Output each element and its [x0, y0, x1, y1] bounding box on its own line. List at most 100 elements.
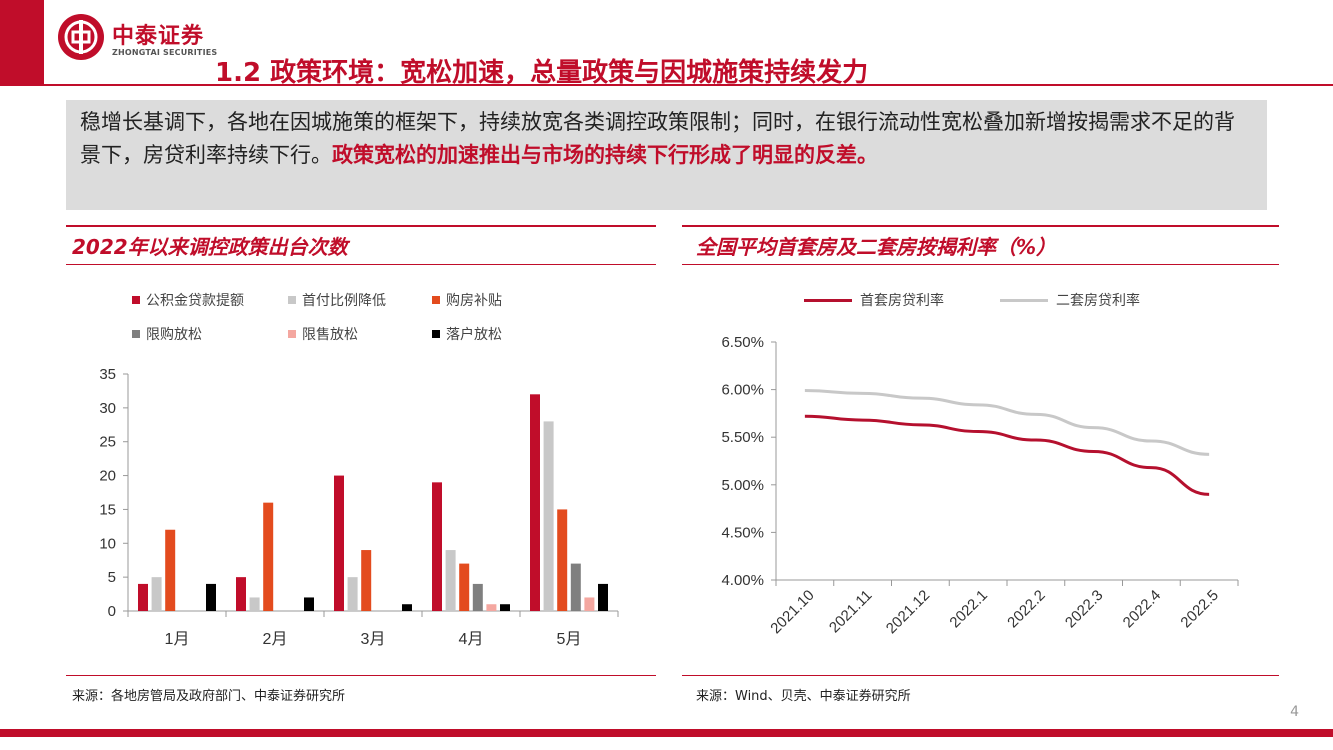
company-logo: 中泰证券 ZHONGTAI SECURITIES	[58, 14, 238, 62]
legend-item: 首付比例降低	[288, 290, 386, 310]
bar	[500, 604, 510, 611]
x-tick-label: 2月	[263, 631, 288, 648]
right-panel-title-rule	[682, 264, 1279, 265]
y-tick-label: 4.50%	[721, 524, 764, 541]
legend-label: 限购放松	[146, 327, 202, 343]
y-tick-label: 5	[108, 569, 116, 586]
legend-swatch	[288, 296, 296, 304]
bar	[165, 529, 176, 611]
x-tick-label: 1月	[165, 631, 190, 648]
summary-box: 稳增长基调下，各地在因城施策的框架下，持续放宽各类调控政策限制；同时，在银行流动…	[66, 100, 1267, 210]
x-tick-label: 2022.3	[1062, 587, 1106, 631]
legend-swatch	[1000, 298, 1048, 302]
summary-highlight: 政策宽松的加速推出与市场的持续下行形成了明显的反差。	[332, 143, 878, 167]
y-tick-label: 0	[108, 603, 116, 620]
bar	[472, 583, 483, 611]
legend-item: 限售放松	[288, 324, 358, 344]
x-tick-label: 2022.1	[946, 587, 990, 631]
y-tick-label: 20	[99, 468, 116, 485]
x-tick-label: 2022.5	[1177, 587, 1221, 631]
legend-label: 公积金贷款提额	[146, 293, 244, 309]
right-panel-top-rule	[682, 225, 1279, 227]
bar	[249, 597, 260, 611]
left-panel-top-rule	[66, 225, 656, 227]
legend-item: 购房补贴	[432, 290, 502, 310]
x-tick-label: 2021.11	[826, 587, 876, 637]
y-tick-label: 30	[99, 400, 116, 417]
bar	[543, 421, 554, 611]
bar	[445, 550, 456, 611]
bar-chart-legend: 公积金贷款提额 首付比例降低 购房补贴 限购放松 限售放松 落户放松	[132, 290, 572, 350]
summary-text: 稳增长基调下，各地在因城施策的框架下，持续放宽各类调控政策限制；同时，在银行流动…	[80, 110, 1235, 167]
bar	[334, 475, 344, 611]
logo-subtitle: ZHONGTAI SECURITIES	[112, 48, 218, 57]
y-tick-label: 35	[99, 366, 116, 383]
x-tick-label: 2021.10	[767, 587, 817, 637]
legend-swatch	[288, 330, 296, 338]
bar	[570, 563, 581, 611]
bar	[347, 577, 358, 611]
right-panel-bottom-rule	[682, 675, 1279, 676]
x-tick-label: 2021.12	[883, 587, 933, 637]
page-title: 1.2 政策环境：宽松加速，总量政策与因城施策持续发力	[215, 58, 869, 88]
legend-label: 二套房贷利率	[1056, 293, 1140, 309]
legend-item: 公积金贷款提额	[132, 290, 244, 310]
legend-swatch	[132, 330, 140, 338]
legend-swatch	[432, 330, 440, 338]
x-tick-label: 2022.2	[1004, 587, 1048, 631]
line-chart-legend: 首套房贷利率 二套房贷利率	[804, 290, 1224, 310]
bar	[432, 482, 442, 611]
legend-swatch	[804, 298, 852, 302]
legend-label: 购房补贴	[446, 293, 502, 309]
x-tick-label: 3月	[361, 631, 386, 648]
bar	[236, 577, 246, 611]
bar	[402, 604, 412, 611]
policy-bar-chart: 0 5 10 15 20 25 30 35 1月 2月 3月 4月 5月	[99, 366, 619, 648]
legend-label: 限售放松	[302, 327, 358, 343]
header-accent-bar	[0, 0, 44, 86]
logo-mark-icon	[58, 14, 104, 60]
bar	[557, 509, 568, 611]
legend-swatch	[432, 296, 440, 304]
x-tick-label: 2022.4	[1120, 587, 1164, 631]
legend-label: 首付比例降低	[302, 293, 386, 309]
bar	[263, 502, 274, 611]
y-tick-label: 15	[99, 501, 116, 518]
bar	[361, 550, 372, 611]
logo-name: 中泰证券	[112, 24, 205, 49]
y-tick-label: 4.00%	[721, 572, 764, 589]
series-line	[804, 389, 1210, 456]
left-panel-bottom-rule	[66, 675, 656, 676]
bar	[138, 583, 148, 611]
left-source-note: 来源：各地房管局及政府部门、中泰证券研究所	[72, 689, 346, 704]
bar	[598, 583, 608, 611]
footer-bar	[0, 729, 1333, 737]
legend-item: 限购放松	[132, 324, 202, 344]
bar	[151, 577, 162, 611]
x-tick-label: 4月	[459, 631, 484, 648]
legend-item: 落户放松	[432, 324, 502, 344]
bar	[206, 583, 216, 611]
bar	[459, 563, 470, 611]
series-line	[804, 414, 1210, 496]
bar	[530, 394, 540, 611]
title-divider	[44, 84, 1333, 86]
bar	[304, 597, 314, 611]
y-tick-label: 5.00%	[721, 477, 764, 494]
bar	[584, 597, 595, 611]
mortgage-rate-line-chart: 4.00%4.50%5.00%5.50%6.00%6.50%2021.10 202…	[721, 334, 1239, 637]
legend-swatch	[132, 296, 140, 304]
right-source-note: 来源：Wind、贝壳、中泰证券研究所	[696, 689, 911, 704]
legend-label: 首套房贷利率	[860, 293, 944, 309]
left-panel-title-rule	[66, 264, 656, 265]
y-tick-label: 5.50%	[721, 429, 764, 446]
y-tick-label: 6.50%	[721, 334, 764, 351]
legend-item: 首套房贷利率	[804, 290, 944, 310]
right-chart-title: 全国平均首套房及二套房按揭利率（%）	[696, 235, 1057, 259]
x-tick-label: 5月	[557, 631, 582, 648]
legend-label: 落户放松	[446, 327, 502, 343]
left-chart-title: 2022年以来调控政策出台次数	[72, 235, 348, 259]
y-tick-label: 6.00%	[721, 382, 764, 399]
y-tick-label: 25	[99, 434, 116, 451]
y-tick-label: 10	[99, 535, 116, 552]
